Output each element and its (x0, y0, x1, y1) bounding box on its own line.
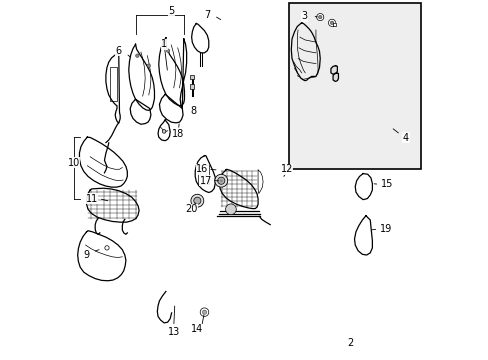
Text: 18: 18 (172, 129, 184, 139)
Polygon shape (130, 99, 151, 124)
Text: 14: 14 (191, 324, 203, 334)
Polygon shape (191, 23, 208, 53)
Text: 13: 13 (167, 327, 180, 337)
Circle shape (162, 130, 165, 133)
Bar (190, 75, 194, 79)
Text: 8: 8 (190, 107, 197, 116)
Text: 1: 1 (161, 39, 167, 49)
Circle shape (104, 246, 109, 250)
Circle shape (147, 64, 150, 67)
Text: 20: 20 (185, 204, 198, 214)
Circle shape (318, 15, 322, 19)
Text: 5: 5 (168, 6, 174, 17)
Text: 2: 2 (346, 338, 352, 347)
Polygon shape (159, 94, 183, 123)
Circle shape (217, 177, 224, 184)
Circle shape (329, 21, 333, 24)
Circle shape (225, 204, 236, 215)
Bar (110, 67, 117, 102)
Polygon shape (332, 73, 338, 81)
Circle shape (166, 49, 169, 53)
Circle shape (202, 310, 206, 314)
Circle shape (200, 171, 206, 177)
Polygon shape (219, 169, 258, 208)
Polygon shape (332, 23, 335, 26)
Polygon shape (354, 174, 372, 200)
Circle shape (214, 174, 227, 187)
Text: 9: 9 (83, 250, 89, 260)
Polygon shape (354, 216, 372, 255)
Polygon shape (128, 44, 154, 111)
Circle shape (328, 19, 335, 26)
Polygon shape (180, 39, 186, 109)
Circle shape (200, 308, 208, 316)
Circle shape (193, 197, 201, 204)
Text: 10: 10 (67, 158, 80, 168)
Polygon shape (258, 170, 263, 194)
Bar (198, 165, 208, 184)
Polygon shape (330, 66, 337, 74)
Text: 3: 3 (301, 12, 307, 21)
Text: 15: 15 (380, 179, 392, 189)
Text: 4: 4 (402, 133, 408, 143)
Text: 12: 12 (280, 164, 292, 174)
Text: 7: 7 (203, 10, 210, 20)
Bar (190, 84, 194, 89)
Circle shape (220, 179, 222, 182)
Circle shape (135, 54, 139, 58)
Polygon shape (80, 137, 127, 187)
Bar (288, 3, 421, 169)
Text: 6: 6 (116, 46, 122, 56)
Text: 11: 11 (85, 194, 98, 203)
Circle shape (190, 194, 203, 207)
Polygon shape (159, 38, 184, 106)
Circle shape (316, 14, 323, 21)
Polygon shape (158, 120, 170, 141)
Polygon shape (86, 188, 139, 222)
Text: 19: 19 (379, 224, 391, 234)
Text: 17: 17 (199, 176, 212, 186)
Polygon shape (195, 156, 215, 193)
Polygon shape (78, 231, 125, 281)
Text: 16: 16 (196, 164, 208, 174)
Polygon shape (106, 53, 120, 123)
